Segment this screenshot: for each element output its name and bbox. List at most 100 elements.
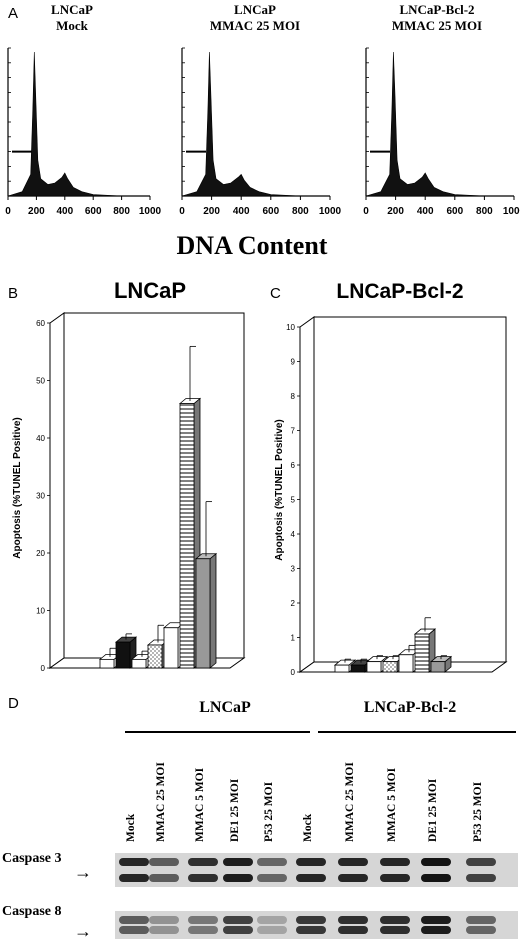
x-tick-label: 800 bbox=[113, 206, 130, 217]
dna-content-label: DNA Content bbox=[177, 231, 328, 260]
blot-band bbox=[380, 874, 410, 882]
lane-label: MMAC 25 MOI bbox=[155, 762, 167, 842]
panel-c-ylabel: Apoptosis (%TUNEL Positive) bbox=[274, 419, 285, 561]
blot-band bbox=[338, 916, 368, 924]
x-tick-label: 1000 bbox=[139, 206, 162, 217]
blot-band bbox=[119, 858, 149, 866]
x-tick-label: 400 bbox=[233, 206, 250, 217]
bar bbox=[163, 627, 179, 669]
histogram-1-titles: LNCaP Mock bbox=[51, 2, 93, 33]
lane-label: Mock bbox=[302, 813, 314, 842]
x-tick-label: 0 bbox=[5, 206, 11, 217]
x-tick-label: 200 bbox=[28, 206, 45, 217]
y-tick-label: 9 bbox=[291, 358, 296, 367]
bar bbox=[195, 558, 211, 669]
histogram-bcl2-mmac: 0 200 400 600 800 1000 bbox=[363, 47, 520, 217]
blot-band bbox=[223, 926, 253, 934]
blot-band bbox=[421, 874, 451, 882]
blot-band bbox=[257, 858, 287, 866]
bar-side bbox=[209, 552, 217, 669]
x-tick-label: 0 bbox=[179, 206, 185, 217]
panel-b-ylabel: Apoptosis (%TUNEL Positive) bbox=[12, 417, 23, 559]
y-tick-label: 50 bbox=[36, 377, 45, 386]
x-tick-label: 400 bbox=[56, 206, 73, 217]
blot-band bbox=[223, 874, 253, 882]
y-tick-label: 5 bbox=[291, 496, 296, 505]
bar bbox=[131, 658, 147, 669]
histogram-mock: 0 200 400 600 800 1000 bbox=[5, 47, 162, 217]
bar bbox=[99, 658, 115, 669]
bar bbox=[398, 654, 414, 673]
x-tick-label: 0 bbox=[363, 206, 369, 217]
panel-b-title: LNCaP bbox=[114, 278, 186, 303]
blot-band bbox=[119, 874, 149, 882]
bar bbox=[414, 633, 430, 673]
x-tick-label: 1000 bbox=[319, 206, 342, 217]
x-tick-label: 1000 bbox=[503, 206, 520, 217]
histogram-2-title-line1: LNCaP bbox=[234, 2, 276, 17]
blot-label-caspase-3: Caspase 3 bbox=[2, 851, 62, 866]
histogram-3-title-line1: LNCaP-Bcl-2 bbox=[399, 2, 474, 17]
y-tick-label: 10 bbox=[286, 323, 295, 332]
blot-band bbox=[257, 926, 287, 934]
blot-band bbox=[338, 858, 368, 866]
y-tick-label: 30 bbox=[36, 492, 45, 501]
histogram-area bbox=[181, 51, 330, 197]
blot-band bbox=[188, 858, 218, 866]
blot-label-caspase-8: Caspase 8 bbox=[2, 904, 62, 919]
histogram-mmac: 0 200 400 600 800 1000 bbox=[179, 47, 342, 217]
blot-band bbox=[296, 926, 326, 934]
blot-arrow-caspase-3: → bbox=[74, 862, 92, 882]
histogram-3-title-line2: MMAC 25 MOI bbox=[392, 18, 482, 33]
blot-band bbox=[380, 926, 410, 934]
histogram-1-title-line1: LNCaP bbox=[51, 2, 93, 17]
histogram-1-title-line2: Mock bbox=[56, 18, 89, 33]
blot-band bbox=[296, 916, 326, 924]
panel-a-letter: A bbox=[8, 5, 18, 22]
blot-band bbox=[149, 926, 179, 934]
chart-left-wall bbox=[49, 312, 65, 669]
y-tick-label: 0 bbox=[291, 668, 296, 677]
blot-band bbox=[149, 916, 179, 924]
bar bbox=[115, 641, 131, 669]
x-tick-label: 800 bbox=[292, 206, 309, 217]
blot-band bbox=[338, 874, 368, 882]
histogram-area bbox=[7, 51, 150, 197]
x-tick-label: 400 bbox=[417, 206, 434, 217]
lane-label: Mock bbox=[125, 813, 137, 842]
blot-band bbox=[296, 874, 326, 882]
chart-back-wall bbox=[63, 312, 245, 659]
x-tick-label: 800 bbox=[476, 206, 493, 217]
y-tick-label: 3 bbox=[291, 565, 296, 574]
blot-band bbox=[119, 916, 149, 924]
y-tick-label: 40 bbox=[36, 434, 45, 443]
lane-label: MMAC 25 MOI bbox=[344, 762, 356, 842]
y-tick-label: 60 bbox=[36, 319, 45, 328]
chart-left-wall bbox=[299, 316, 315, 673]
blot-band bbox=[223, 916, 253, 924]
blot-band bbox=[149, 874, 179, 882]
lane-label: DE1 25 MOI bbox=[229, 778, 241, 842]
histogram-area bbox=[365, 51, 514, 197]
blot-band bbox=[338, 926, 368, 934]
chart-back-wall bbox=[313, 316, 507, 663]
bar bbox=[147, 644, 163, 669]
lane-label: MMAC 5 MOI bbox=[194, 767, 206, 842]
blot-band bbox=[188, 916, 218, 924]
panel-d-letter: D bbox=[8, 695, 19, 712]
blot-band bbox=[188, 874, 218, 882]
y-tick-label: 20 bbox=[36, 549, 45, 558]
blot-band bbox=[257, 916, 287, 924]
group-label-lncap: LNCaP bbox=[199, 699, 251, 716]
y-tick-label: 8 bbox=[291, 392, 296, 401]
western-blots bbox=[115, 853, 518, 939]
blot-band bbox=[421, 926, 451, 934]
bar bbox=[366, 661, 382, 673]
bar bbox=[350, 664, 366, 673]
y-tick-label: 1 bbox=[291, 634, 296, 643]
y-tick-label: 7 bbox=[291, 427, 296, 436]
blot-band bbox=[296, 858, 326, 866]
blot-band bbox=[421, 916, 451, 924]
bar bbox=[179, 403, 195, 669]
